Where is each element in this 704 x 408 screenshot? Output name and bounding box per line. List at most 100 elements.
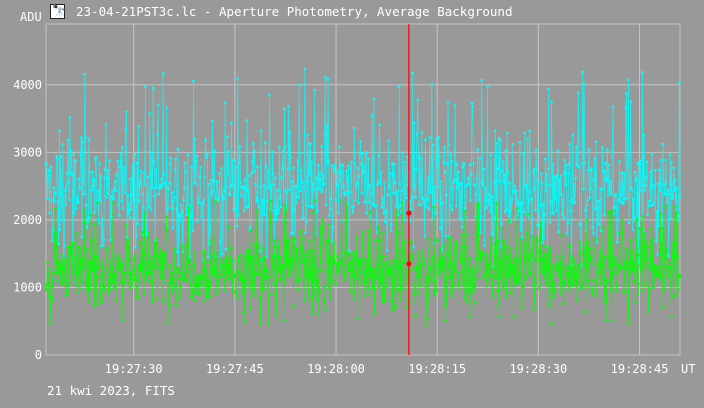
data-point: [143, 211, 146, 214]
data-point: [150, 259, 153, 262]
data-point: [520, 202, 523, 205]
data-point: [634, 300, 637, 303]
data-point: [402, 200, 405, 203]
data-point: [583, 161, 586, 164]
data-point: [490, 232, 493, 236]
data-point: [104, 123, 108, 126]
data-point: [388, 299, 391, 302]
data-point: [463, 296, 466, 300]
data-point: [166, 207, 170, 210]
data-point: [637, 253, 641, 257]
data-point: [472, 162, 475, 165]
data-point: [345, 169, 348, 173]
data-point: [85, 226, 89, 229]
data-point: [253, 294, 256, 297]
data-point: [542, 252, 546, 255]
data-point: [121, 318, 125, 322]
data-point: [495, 142, 498, 145]
data-point: [299, 232, 302, 235]
data-point: [63, 188, 67, 192]
data-point: [427, 175, 430, 178]
data-point: [266, 275, 269, 279]
data-point: [328, 239, 331, 242]
data-point: [494, 129, 497, 132]
data-point: [364, 260, 367, 263]
data-point: [183, 275, 187, 278]
data-point: [63, 260, 66, 263]
data-point: [587, 168, 590, 171]
data-point: [438, 155, 441, 158]
data-point: [245, 248, 248, 251]
data-point: [300, 229, 303, 232]
data-point: [262, 286, 266, 290]
data-point: [594, 294, 598, 297]
data-point: [515, 189, 518, 192]
data-point: [320, 260, 323, 263]
time-cursor[interactable]: [406, 24, 412, 355]
data-point: [520, 274, 523, 277]
data-point: [284, 209, 287, 212]
data-point: [231, 290, 235, 293]
data-point: [467, 182, 471, 185]
data-point: [111, 201, 115, 204]
data-point: [291, 231, 294, 235]
data-point: [517, 281, 520, 284]
data-point: [111, 280, 114, 284]
data-point: [517, 201, 520, 205]
data-point: [446, 237, 450, 241]
data-point: [671, 256, 675, 259]
data-point: [578, 166, 581, 169]
data-point: [334, 282, 337, 286]
telescope-app-icon[interactable]: 🔭: [50, 4, 67, 19]
data-point: [424, 138, 427, 141]
data-point: [79, 246, 82, 249]
data-point: [242, 311, 245, 314]
data-point: [546, 167, 550, 170]
data-point: [154, 168, 158, 171]
data-point: [290, 180, 294, 183]
data-point: [276, 189, 279, 192]
data-point: [473, 285, 476, 288]
data-point: [362, 294, 366, 297]
data-point: [505, 208, 508, 212]
data-point: [598, 264, 601, 267]
data-point: [581, 284, 584, 287]
data-point: [580, 286, 584, 289]
data-point: [44, 283, 48, 286]
data-point: [289, 155, 292, 159]
data-point: [559, 292, 562, 295]
data-point: [599, 229, 603, 232]
data-point: [70, 173, 74, 176]
data-point: [576, 281, 579, 285]
data-point: [566, 221, 570, 225]
data-point: [321, 218, 324, 221]
data-point: [323, 300, 326, 303]
data-point: [447, 142, 450, 146]
data-point: [176, 147, 180, 151]
data-point: [454, 162, 457, 165]
data-point: [469, 283, 472, 286]
data-point: [405, 196, 408, 199]
data-point: [296, 288, 299, 291]
data-point: [107, 176, 110, 179]
data-point: [606, 194, 610, 197]
data-point: [522, 278, 526, 281]
data-point: [146, 272, 149, 275]
data-point: [376, 246, 379, 249]
data-point: [654, 265, 658, 268]
data-point: [338, 145, 341, 149]
data-point: [180, 244, 184, 247]
data-point: [647, 310, 650, 313]
data-point: [220, 275, 223, 278]
data-point: [394, 304, 397, 307]
data-point: [578, 240, 582, 244]
data-point: [360, 162, 363, 166]
data-point: [568, 243, 572, 246]
data-point: [91, 268, 94, 271]
data-point: [431, 217, 434, 220]
data-point: [334, 198, 337, 202]
data-point: [666, 265, 670, 269]
data-point: [294, 184, 297, 188]
data-point: [116, 254, 119, 257]
